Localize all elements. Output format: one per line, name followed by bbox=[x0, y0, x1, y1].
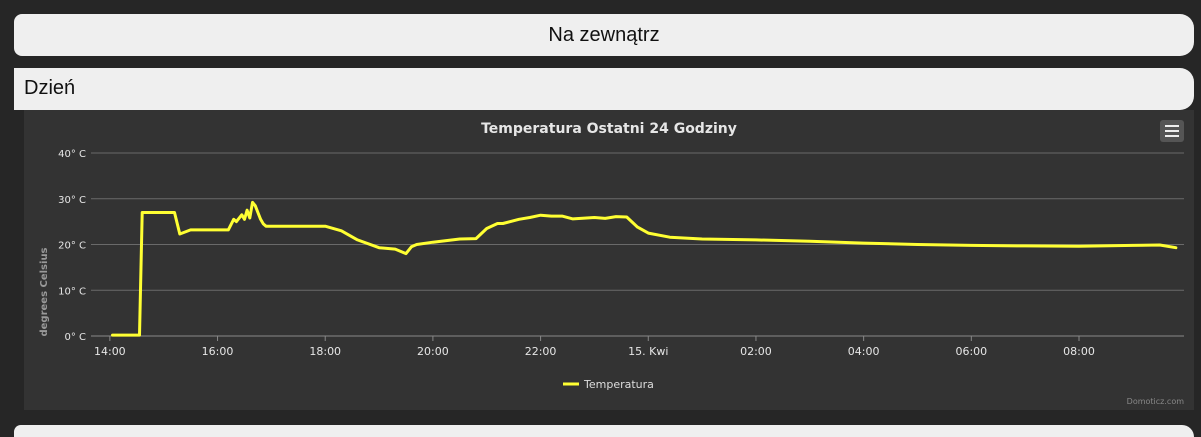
y-tick-label: 40° C bbox=[58, 149, 86, 160]
y-tick-label: 20° C bbox=[58, 241, 86, 252]
temperature-chart: Temperatura Ostatni 24 Godziny degrees C… bbox=[39, 121, 1184, 391]
x-tick-label: 20:00 bbox=[417, 345, 449, 358]
x-tick-label: 02:00 bbox=[740, 345, 772, 358]
chart-menu-button[interactable] bbox=[1160, 120, 1184, 142]
section-header: Dzień bbox=[14, 68, 1194, 110]
x-tick-label: 22:00 bbox=[525, 345, 557, 358]
x-tick-label: 08:00 bbox=[1063, 345, 1095, 358]
y-tick-label: 30° C bbox=[58, 195, 86, 206]
credit-link[interactable]: Domoticz.com bbox=[1126, 397, 1184, 406]
series-line-temperatura[interactable] bbox=[111, 200, 1178, 337]
y-tick-label: 10° C bbox=[58, 286, 86, 297]
y-axis-label: degrees Celsius bbox=[39, 247, 50, 336]
legend-item-temperatura[interactable]: Temperatura bbox=[583, 378, 654, 391]
chart-legend[interactable]: Temperatura bbox=[563, 378, 654, 391]
x-tick-label: 15. Kwi bbox=[628, 345, 668, 358]
x-tick-label: 04:00 bbox=[848, 345, 880, 358]
chart-title: Temperatura Ostatni 24 Godziny bbox=[481, 121, 737, 137]
x-tick-label: 06:00 bbox=[955, 345, 987, 358]
y-tick-label: 0° C bbox=[64, 332, 86, 343]
page-title: Na zewnątrz bbox=[14, 14, 1194, 56]
x-tick-label: 18:00 bbox=[309, 345, 341, 358]
x-tick-label: 16:00 bbox=[202, 345, 234, 358]
next-section-bar bbox=[14, 425, 1194, 437]
chart-panel: Temperatura Ostatni 24 Godziny degrees C… bbox=[24, 110, 1194, 410]
x-tick-label: 14:00 bbox=[94, 345, 126, 358]
